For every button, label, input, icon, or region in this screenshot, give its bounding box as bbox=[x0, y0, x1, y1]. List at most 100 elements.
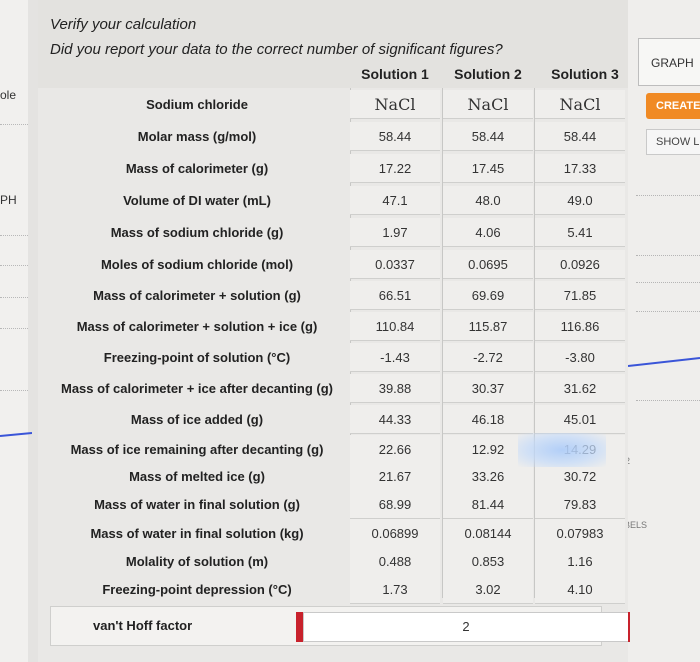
table-cell-solution-1: 68.99 bbox=[350, 490, 440, 519]
table-cell-solution-3: 58.44 bbox=[535, 122, 625, 151]
table-cell-solution-1: 1.97 bbox=[350, 218, 440, 247]
table-cell-solution-3: 5.41 bbox=[535, 218, 625, 247]
table-row: Freezing-point of solution (°C) -1.43 -2.7… bbox=[38, 343, 628, 372]
table-cell-solution-2: 30.37 bbox=[443, 374, 533, 403]
background-divider bbox=[0, 297, 28, 298]
table-row: Molality of solution (m) 0.488 0.853 1.16 bbox=[38, 547, 628, 576]
table-cell-solution-3: 4.10 bbox=[535, 575, 625, 604]
table-row: Freezing-point depression (°C) 1.73 3.02 4.… bbox=[38, 575, 628, 604]
show-labels-button[interactable]: SHOW L bbox=[646, 129, 700, 155]
table-cell-solution-1: NaCl bbox=[350, 90, 440, 119]
column-divider bbox=[534, 88, 535, 598]
table-cell-solution-2: 69.69 bbox=[443, 281, 533, 310]
verify-calculation-panel: Verify your calculation Did you report y… bbox=[38, 0, 630, 662]
table-cell-solution-2: 0.0695 bbox=[443, 250, 533, 279]
table-cell-solution-1: 17.22 bbox=[350, 154, 440, 183]
table-cell-solution-1: 21.67 bbox=[350, 462, 440, 491]
column-divider bbox=[442, 88, 443, 598]
vant-hoff-input[interactable]: 2 bbox=[303, 612, 629, 642]
background-divider bbox=[0, 124, 28, 125]
table-cell-solution-2: 115.87 bbox=[443, 312, 533, 341]
table-cell-solution-2: 4.06 bbox=[443, 218, 533, 247]
row-label: Mass of calorimeter + solution (g) bbox=[93, 288, 301, 303]
background-divider bbox=[636, 255, 700, 256]
table-cell-solution-3: 0.0926 bbox=[535, 250, 625, 279]
table-cell-solution-2: 58.44 bbox=[443, 122, 533, 151]
background-divider bbox=[0, 265, 28, 266]
row-label: Mass of water in final solution (kg) bbox=[90, 526, 304, 541]
table-cell-solution-2: -2.72 bbox=[443, 343, 533, 372]
table-row: Mass of water in final solution (g) 68.99… bbox=[38, 490, 628, 519]
background-divider bbox=[636, 195, 700, 196]
table-cell-solution-1: 0.0337 bbox=[350, 250, 440, 279]
incorrect-marker bbox=[296, 612, 304, 642]
column-header-solution-2: Solution 2 bbox=[454, 66, 522, 82]
row-label: Molality of solution (m) bbox=[125, 554, 269, 569]
background-fragment-text: PH bbox=[0, 193, 17, 207]
table-cell-solution-2: 48.0 bbox=[443, 186, 533, 215]
column-header-solution-3: Solution 3 bbox=[551, 66, 619, 82]
background-divider bbox=[636, 311, 700, 312]
row-label: Mass of water in final solution (g) bbox=[94, 497, 300, 512]
panel-header bbox=[38, 0, 628, 88]
background-left-strip: ole PH bbox=[0, 0, 28, 662]
row-label: Freezing-point of solution (°C) bbox=[103, 350, 291, 365]
table-cell-solution-3: 71.85 bbox=[535, 281, 625, 310]
incorrect-marker bbox=[628, 612, 630, 642]
table-cell-solution-3: 0.07983 bbox=[535, 519, 625, 548]
background-divider bbox=[0, 235, 28, 236]
table-cell-solution-1: 44.33 bbox=[350, 405, 440, 434]
background-divider bbox=[0, 328, 28, 329]
table-cell-solution-1: 1.73 bbox=[350, 575, 440, 604]
table-cell-solution-2: 0.08144 bbox=[443, 519, 533, 548]
row-label: Freezing-point depression (°C) bbox=[102, 582, 292, 597]
row-label: Mass of ice remaining after decanting (g… bbox=[70, 442, 324, 457]
table-cell-solution-2: 46.18 bbox=[443, 405, 533, 434]
row-label: Moles of sodium chloride (mol) bbox=[100, 257, 294, 272]
row-label: Volume of DI water (mL) bbox=[123, 193, 271, 208]
table-cell-solution-2: 33.26 bbox=[443, 462, 533, 491]
table-cell-solution-1: 22.66 bbox=[350, 435, 440, 464]
table-cell-solution-1: 39.88 bbox=[350, 374, 440, 403]
table-cell-solution-1: -1.43 bbox=[350, 343, 440, 372]
table-row: Mass of water in final solution (kg) 0.06… bbox=[38, 519, 628, 548]
table-cell-solution-3: 1.16 bbox=[535, 547, 625, 576]
table-cell-solution-3: 31.62 bbox=[535, 374, 625, 403]
table-cell-solution-2: NaCl bbox=[443, 90, 533, 119]
row-label: Mass of ice added (g) bbox=[130, 412, 264, 427]
table-row: Sodium chloride NaCl NaCl NaCl bbox=[38, 90, 628, 119]
table-cell-solution-3: NaCl bbox=[535, 90, 625, 119]
significant-figures-question: Did you report your data to the correct … bbox=[50, 41, 503, 58]
cell-highlight bbox=[518, 433, 606, 467]
background-divider bbox=[636, 400, 700, 401]
table-cell-solution-2: 3.02 bbox=[443, 575, 533, 604]
table-row: Moles of sodium chloride (mol) 0.0337 0.06… bbox=[38, 250, 628, 279]
row-label: Mass of calorimeter + solution + ice (g) bbox=[76, 319, 318, 334]
graph-line bbox=[0, 432, 32, 437]
table-row: Mass of calorimeter + solution + ice (g)… bbox=[38, 312, 628, 341]
table-row: Molar mass (g/mol) 58.44 58.44 58.44 bbox=[38, 122, 628, 151]
table-cell-solution-1: 0.488 bbox=[350, 547, 440, 576]
row-label: Mass of calorimeter + ice after decantin… bbox=[61, 381, 333, 396]
column-header-solution-1: Solution 1 bbox=[361, 66, 429, 82]
table-row: Mass of calorimeter (g) 17.22 17.45 17.33 bbox=[38, 154, 628, 183]
table-row: Volume of DI water (mL) 47.1 48.0 49.0 bbox=[38, 186, 628, 215]
table-row: Mass of calorimeter + solution (g) 66.51 6… bbox=[38, 281, 628, 310]
background-fragment-text: ole bbox=[0, 88, 17, 102]
table-cell-solution-1: 0.06899 bbox=[350, 519, 440, 548]
table-cell-solution-3: 17.33 bbox=[535, 154, 625, 183]
table-cell-solution-1: 66.51 bbox=[350, 281, 440, 310]
table-cell-solution-3: 49.0 bbox=[535, 186, 625, 215]
table-row: Mass of ice added (g) 44.33 46.18 45.01 bbox=[38, 405, 628, 434]
table-row: Mass of calorimeter + ice after decantin… bbox=[38, 374, 628, 403]
table-cell-solution-3: 116.86 bbox=[535, 312, 625, 341]
row-label: Mass of melted ice (g) bbox=[129, 469, 265, 484]
table-cell-solution-3: -3.80 bbox=[535, 343, 625, 372]
table-cell-solution-1: 58.44 bbox=[350, 122, 440, 151]
panel-title: Verify your calculation bbox=[50, 16, 197, 33]
tab-graph[interactable]: GRAPH bbox=[638, 38, 700, 86]
create-button[interactable]: CREATE bbox=[646, 93, 700, 119]
table-cell-solution-3: 79.83 bbox=[535, 490, 625, 519]
background-divider bbox=[636, 282, 700, 283]
row-label: Sodium chloride bbox=[146, 97, 248, 112]
